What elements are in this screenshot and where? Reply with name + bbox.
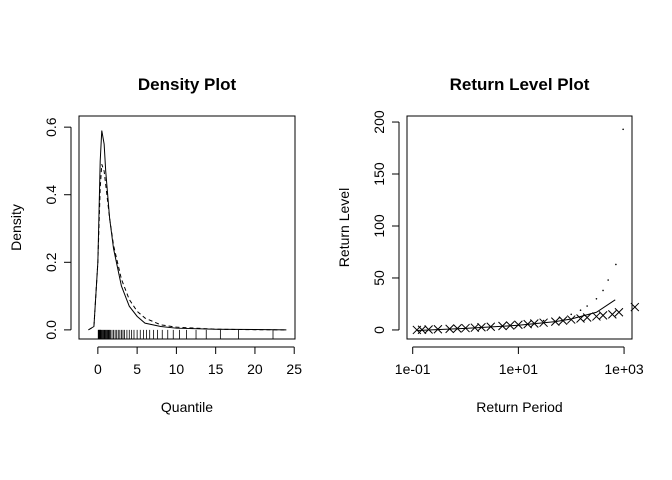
ci-dot xyxy=(607,279,609,281)
chart-title: Return Level Plot xyxy=(450,75,590,94)
y-tick-label: 0.0 xyxy=(43,320,59,340)
plot-box xyxy=(406,115,633,340)
density-line xyxy=(88,130,287,331)
point xyxy=(433,324,443,334)
density-line xyxy=(88,164,287,331)
point xyxy=(566,315,576,324)
ci-dot xyxy=(558,316,561,319)
point xyxy=(598,311,608,320)
x-tick-label: 5 xyxy=(133,361,141,377)
x-tick-label: 25 xyxy=(286,361,302,377)
x-tick-label: 20 xyxy=(247,361,263,377)
ci-dot xyxy=(570,313,573,316)
y-tick-label: 200 xyxy=(371,110,387,134)
point xyxy=(424,325,433,334)
y-tick-label: 0.2 xyxy=(43,252,59,272)
point xyxy=(498,321,507,331)
x-axis-label: Return Period xyxy=(476,399,562,415)
ci-dot xyxy=(602,289,604,292)
y-tick-label: 150 xyxy=(371,162,387,186)
point xyxy=(614,307,624,317)
point xyxy=(505,321,515,330)
x-tick-label: 1e+01 xyxy=(499,361,539,377)
point xyxy=(461,323,470,333)
point xyxy=(630,302,640,312)
y-tick-label: 0.4 xyxy=(43,185,59,205)
point xyxy=(514,320,523,330)
y-tick-label: 50 xyxy=(371,270,387,286)
point xyxy=(529,319,539,328)
y-axis-label: Return Level xyxy=(336,188,352,267)
point xyxy=(582,313,592,322)
x-tick-label: 1e+03 xyxy=(604,361,644,377)
y-tick-label: 100 xyxy=(371,214,387,238)
x-tick-label: 1e-01 xyxy=(395,361,431,377)
ci-dot xyxy=(579,309,582,312)
plot-box xyxy=(78,115,296,340)
y-tick-label: 0.6 xyxy=(43,117,59,137)
x-tick-label: 10 xyxy=(169,361,185,377)
point xyxy=(477,322,486,332)
point xyxy=(417,325,427,335)
y-axis-label: Density xyxy=(8,204,24,251)
ci-dot xyxy=(595,297,598,300)
point xyxy=(607,310,617,319)
x-axis-label: Quantile xyxy=(161,399,213,415)
ci-dot xyxy=(542,319,545,322)
point xyxy=(539,318,548,328)
point xyxy=(470,323,480,333)
chart-title: Density Plot xyxy=(138,75,237,94)
point xyxy=(453,324,462,333)
x-tick-label: 15 xyxy=(208,361,224,377)
point xyxy=(558,316,568,325)
ci-dot xyxy=(586,305,588,307)
y-tick-label: 0 xyxy=(371,326,387,334)
x-tick-label: 0 xyxy=(94,361,102,377)
point xyxy=(550,317,560,326)
point xyxy=(445,324,454,334)
ci-dot xyxy=(615,263,617,266)
ci-dot xyxy=(622,128,624,131)
point xyxy=(486,322,496,332)
